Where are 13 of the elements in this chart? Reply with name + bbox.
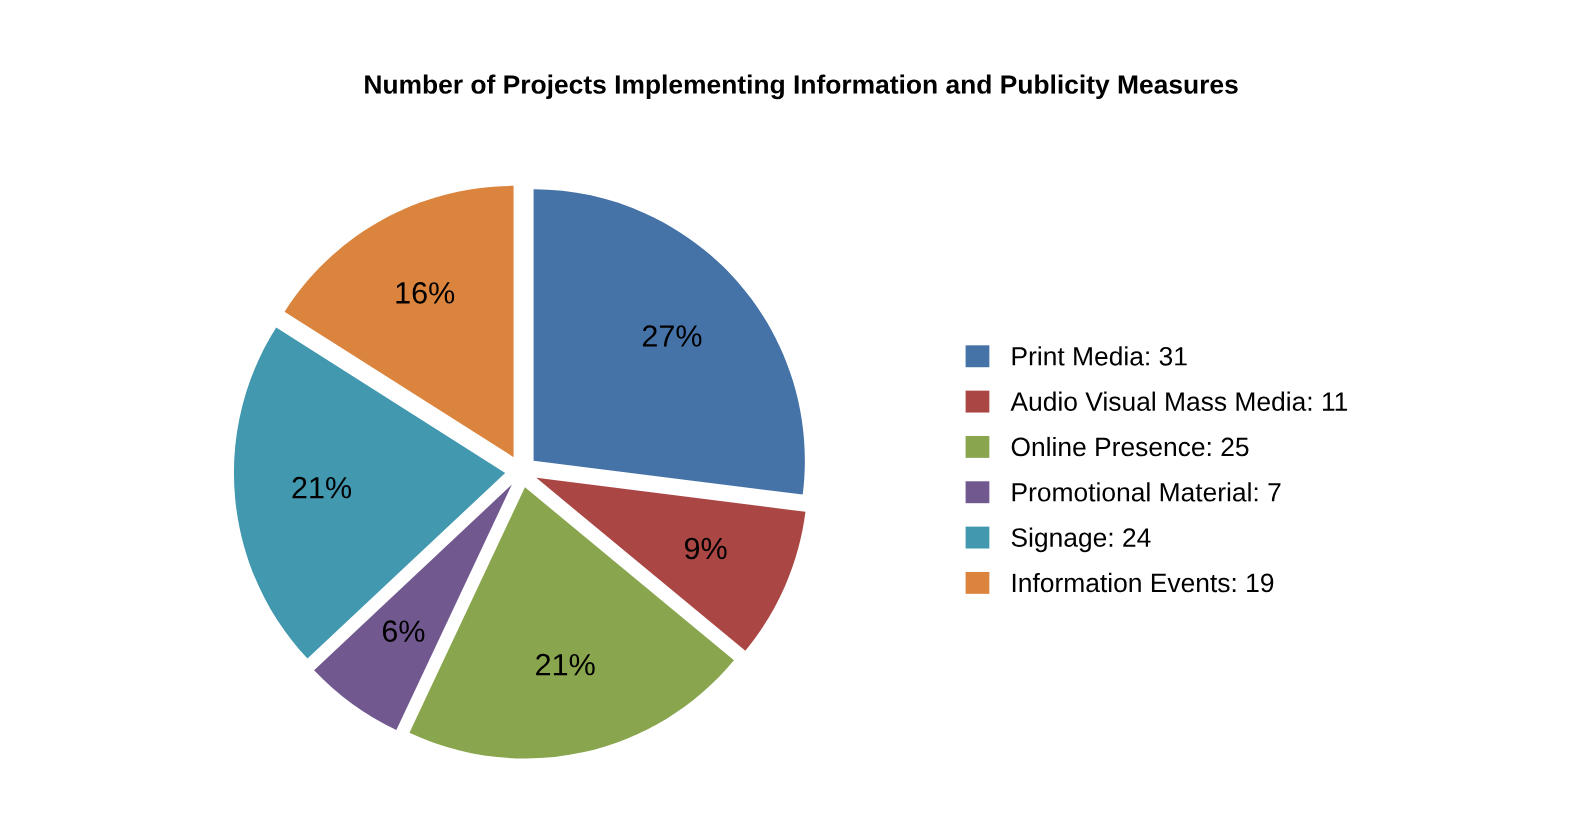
legend-label: Online Presence: 25 — [1011, 436, 1249, 457]
legend-label: Information Events: 19 — [1012, 572, 1274, 593]
data-label: 6% — [382, 620, 425, 642]
legend-label: Print Media: 31 — [1012, 346, 1187, 366]
data-label: 21% — [292, 476, 352, 499]
legend-label: Promotional Material: 7 — [1012, 482, 1281, 502]
data-label: 27% — [642, 325, 702, 347]
chart-title: Number of Projects Implementing Information and Publicity Measures — [365, 74, 1238, 100]
legend-label: Signage: 24 — [1011, 527, 1151, 553]
data-label: 21% — [536, 653, 595, 676]
data-label: 9% — [684, 537, 727, 560]
data-label: 16% — [396, 282, 455, 304]
legend-label: Audio Visual Mass Media: 11 — [1010, 391, 1348, 411]
